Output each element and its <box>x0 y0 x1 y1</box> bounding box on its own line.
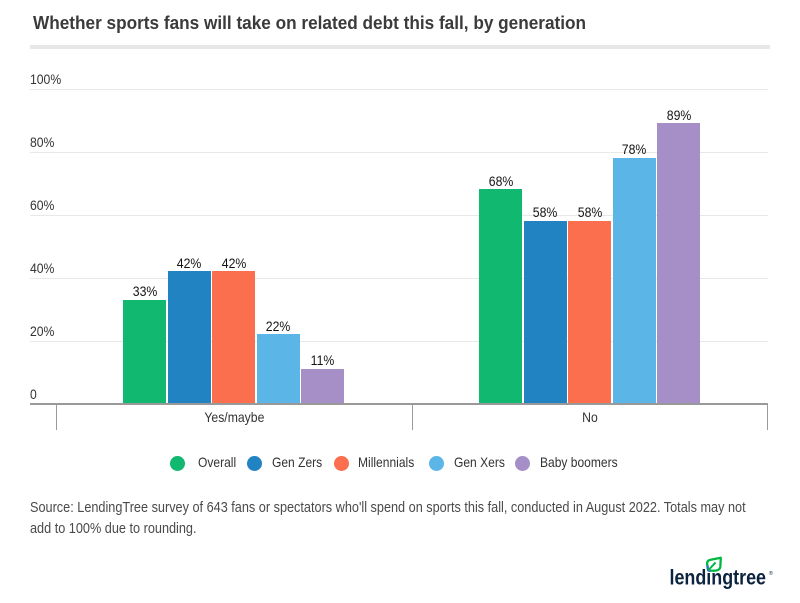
svg-text:lendıngtree: lendıngtree <box>670 567 767 590</box>
svg-text:®: ® <box>769 570 773 577</box>
